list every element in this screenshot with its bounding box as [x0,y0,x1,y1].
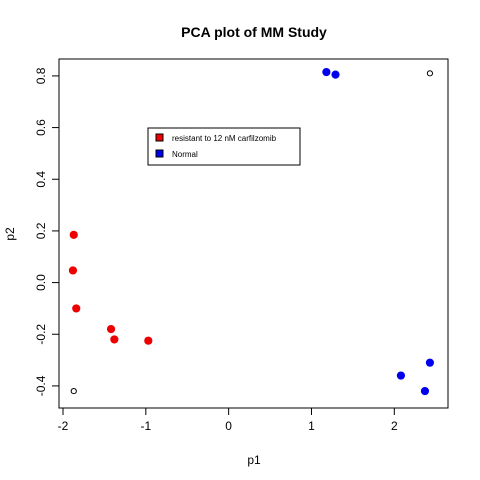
legend-label-resistant: resistant to 12 nM carfilzomib [172,134,277,143]
y-tick-label: -0.2 [34,324,48,345]
y-tick-label: 0.0 [34,274,48,291]
legend: resistant to 12 nM carfilzomib Normal [147,127,301,166]
y-tick-label: 0.8 [34,67,48,84]
y-tick-label: -0.4 [34,375,48,396]
x-axis: -2 -1 0 1 2 [58,407,398,433]
x-tick-label: 1 [308,419,315,433]
x-tick-label: 0 [225,419,232,433]
x-axis-label: p1 [247,453,261,467]
point-normal [331,70,340,79]
x-tick-label: -2 [58,419,69,433]
data-points [68,67,435,396]
legend-swatch-resistant [155,133,164,142]
point-normal [425,358,435,367]
legend-box [147,127,301,166]
point-resistant [110,335,119,344]
y-tick-label: 0.6 [34,119,48,136]
point-normal [322,67,331,77]
x-tick-label: -1 [140,419,151,433]
legend-swatch-normal [155,149,164,158]
chart-title: PCA plot of MM Study [181,24,327,40]
point-open-circle [70,387,77,395]
point-resistant [72,304,81,313]
legend-label-normal: Normal [172,150,198,159]
x-tick-label: 2 [391,419,398,433]
point-normal [396,371,406,380]
point-normal [420,386,430,396]
point-resistant [144,336,153,345]
y-axis: -0.4 -0.2 0.0 0.2 0.4 0.6 0.8 [34,67,60,396]
point-resistant [69,230,78,239]
point-resistant [106,324,116,334]
y-tick-label: 0.4 [34,171,48,188]
point-resistant [68,266,78,275]
y-axis-label: p2 [3,227,17,241]
y-tick-label: 0.2 [34,222,48,239]
point-open-circle [426,70,434,77]
